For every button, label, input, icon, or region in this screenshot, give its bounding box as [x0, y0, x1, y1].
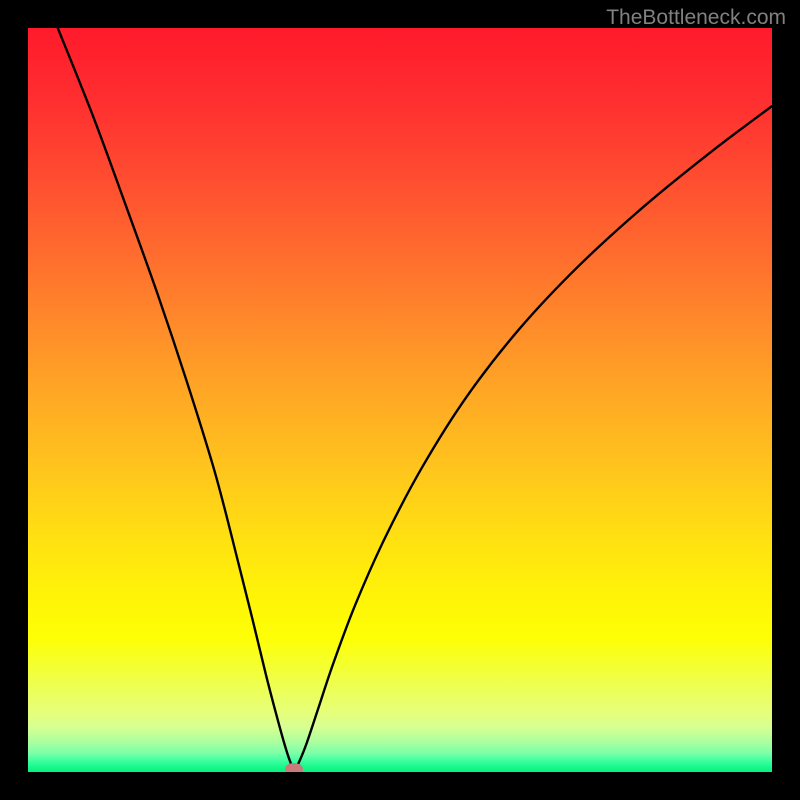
watermark-text: TheBottleneck.com: [606, 6, 786, 30]
bottleneck-curve: [28, 28, 772, 772]
curve-minimum-marker: [285, 763, 303, 772]
chart-frame: [28, 28, 772, 772]
